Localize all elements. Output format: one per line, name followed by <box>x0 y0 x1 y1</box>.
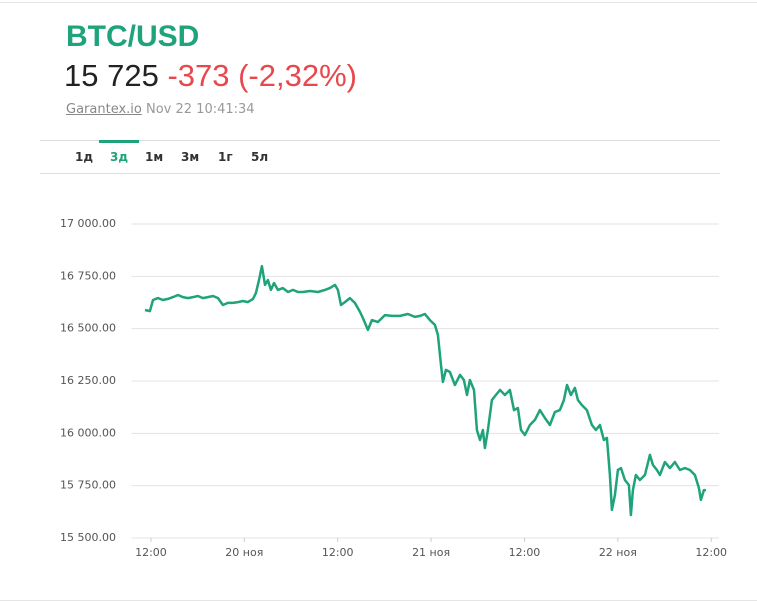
title: BTC/USD <box>66 20 200 53</box>
range-tab[interactable]: 1м <box>145 150 164 164</box>
x-tick-label: 12:00 <box>135 546 167 559</box>
range-tab[interactable]: 3д <box>98 140 140 164</box>
x-tick-label: 22 ноя <box>599 546 637 559</box>
divider <box>0 2 757 3</box>
price-row: 15 725 -373 (-2,32%) <box>64 58 357 94</box>
x-tick-label: 12:00 <box>322 546 354 559</box>
source-link[interactable]: Garantex.io <box>66 102 142 117</box>
divider <box>0 600 757 601</box>
tab-bar: 1д 3д 1м 3м 1г 5л <box>40 140 720 174</box>
price: 15 725 <box>64 58 159 93</box>
y-tick-label: 16 750.00 <box>60 269 116 282</box>
x-tick-label: 12:00 <box>695 546 727 559</box>
timestamp: Nov 22 10:41:34 <box>146 102 255 117</box>
y-tick-label: 17 000.00 <box>60 217 116 230</box>
range-tab[interactable]: 1г <box>218 150 233 164</box>
y-tick-label: 15 500.00 <box>60 531 116 544</box>
x-tick-label: 12:00 <box>509 546 541 559</box>
x-tick-label: 21 ноя <box>412 546 450 559</box>
range-tab[interactable]: 5л <box>251 150 269 164</box>
y-tick-label: 16 500.00 <box>60 322 116 335</box>
source-row: Garantex.io Nov 22 10:41:34 <box>66 102 255 117</box>
range-tab[interactable]: 3м <box>181 150 200 164</box>
y-tick-label: 15 750.00 <box>60 479 116 492</box>
change: -373 (-2,32%) <box>167 58 357 93</box>
y-tick-label: 16 250.00 <box>60 374 116 387</box>
price-line <box>144 264 706 517</box>
y-tick-label: 16 000.00 <box>60 426 116 439</box>
range-tab[interactable]: 1д <box>75 150 94 164</box>
x-tick-label: 20 ноя <box>225 546 263 559</box>
